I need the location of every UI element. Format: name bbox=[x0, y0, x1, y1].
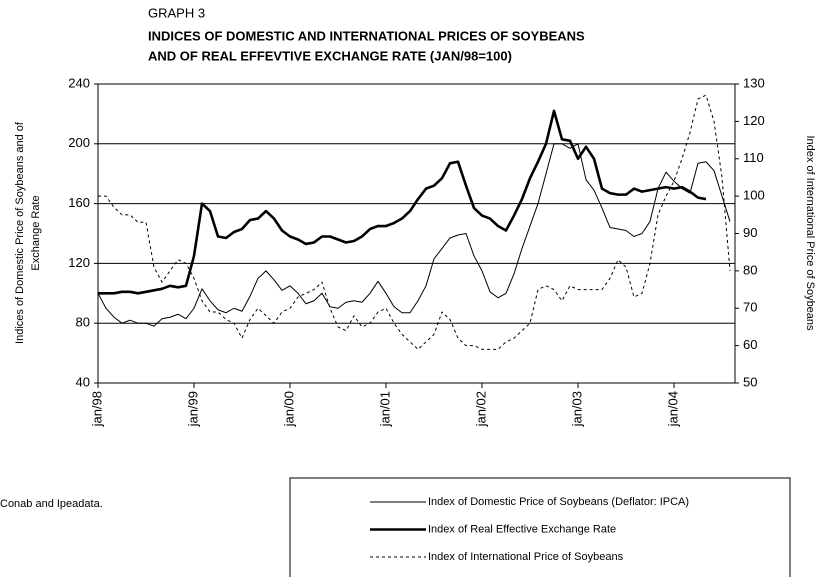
data-line bbox=[98, 109, 707, 295]
data-line bbox=[98, 94, 731, 350]
x-tick-label: jan/99 bbox=[185, 391, 200, 427]
chart-title: INDICES OF DOMESTIC AND INTERNATIONAL PR… bbox=[148, 28, 585, 43]
data-line bbox=[97, 143, 731, 327]
y-axis-label: Exchange Rate bbox=[30, 195, 42, 270]
legend-box bbox=[289, 477, 791, 577]
chart-title: AND OF REAL EFFEVTIVE EXCHANGE RATE (JAN… bbox=[148, 48, 512, 63]
plot-frame bbox=[97, 83, 736, 384]
graph-label: GRAPH 3 bbox=[148, 5, 205, 20]
x-tick-label: jan/00 bbox=[281, 391, 296, 427]
x-tick-label: jan/03 bbox=[569, 391, 584, 427]
x-tick-label: jan/02 bbox=[473, 391, 488, 427]
legend-label: Index of Real Effective Exchange Rate bbox=[428, 523, 616, 535]
y2-axis-label: Index of International Price of Soybeans bbox=[804, 135, 816, 331]
y2-tick-label: 130 bbox=[743, 75, 765, 90]
y-tick-label: 160 bbox=[68, 195, 90, 210]
y-tick-label: 40 bbox=[76, 374, 90, 389]
x-tick-label: jan/01 bbox=[377, 391, 392, 427]
source-note: Conab and Ipeadata. bbox=[0, 498, 103, 510]
y-tick-label: 240 bbox=[68, 75, 90, 90]
y-tick-label: 200 bbox=[68, 135, 90, 150]
x-tick-label: jan/04 bbox=[665, 391, 680, 427]
x-tick-label: jan/98 bbox=[89, 391, 104, 427]
y-tick-label: 80 bbox=[76, 315, 90, 330]
y2-tick-label: 120 bbox=[743, 113, 765, 128]
y-tick-label: 120 bbox=[68, 255, 90, 270]
y2-tick-label: 110 bbox=[743, 150, 764, 165]
y2-tick-label: 80 bbox=[743, 262, 757, 277]
y2-tick-label: 50 bbox=[743, 374, 757, 389]
y2-tick-label: 70 bbox=[743, 300, 757, 315]
y2-tick-label: 90 bbox=[743, 225, 757, 240]
legend-label: Index of International Price of Soybeans bbox=[428, 551, 624, 563]
y2-tick-label: 60 bbox=[743, 337, 757, 352]
legend-label: Index of Domestic Price of Soybeans (Def… bbox=[428, 496, 689, 508]
y-axis-label: Indices of Domestic Price of Soybeans an… bbox=[14, 121, 26, 344]
y2-tick-label: 100 bbox=[743, 188, 765, 203]
